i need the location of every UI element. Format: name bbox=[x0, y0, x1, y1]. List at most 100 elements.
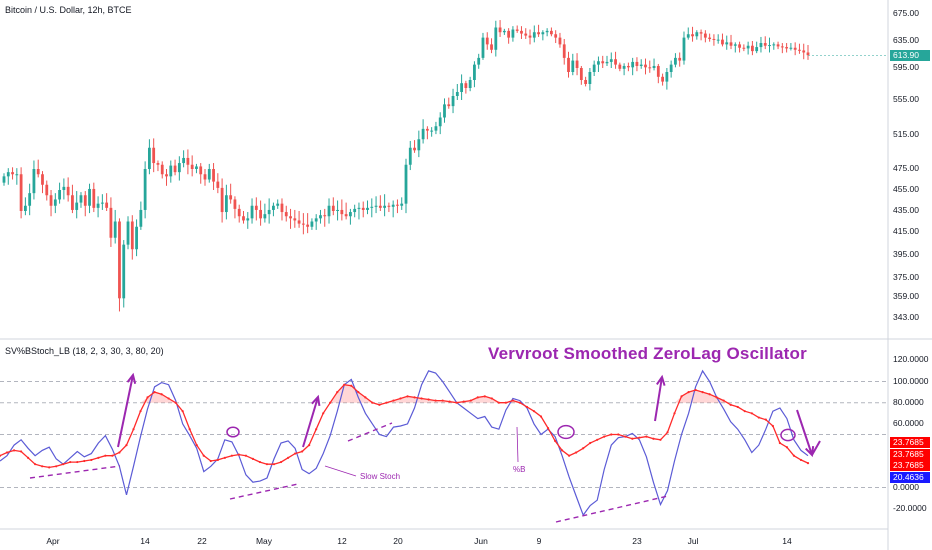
candle-body bbox=[601, 61, 605, 64]
candle-body bbox=[695, 32, 699, 37]
slow-stoch-point bbox=[399, 397, 402, 400]
slow-stoch-point bbox=[715, 396, 718, 399]
candle-body bbox=[246, 218, 250, 221]
candle-body bbox=[584, 80, 588, 84]
divergence-line bbox=[229, 483, 299, 500]
candle-body bbox=[306, 224, 310, 227]
candle-body bbox=[323, 215, 327, 217]
time-tick-label: 14 bbox=[140, 536, 150, 546]
candle-body bbox=[763, 43, 767, 46]
slow-stoch-point bbox=[258, 460, 262, 464]
slow-stoch-point bbox=[322, 412, 325, 415]
slow-stoch-point bbox=[188, 428, 191, 431]
candle-body bbox=[605, 61, 609, 64]
candle-body bbox=[622, 65, 626, 69]
candle-body bbox=[507, 30, 511, 38]
slow-stoch-point bbox=[336, 391, 339, 394]
candle-body bbox=[588, 72, 592, 84]
osc-tick-label: 120.0000 bbox=[893, 354, 929, 365]
slow-stoch-point bbox=[708, 393, 711, 396]
candle-body bbox=[280, 203, 284, 213]
annotation-arrow bbox=[654, 376, 663, 422]
overbought-fill bbox=[695, 389, 703, 403]
pct-b-pointer bbox=[516, 426, 519, 463]
slow-stoch-point bbox=[575, 451, 578, 454]
slow-stoch-point bbox=[76, 460, 79, 464]
candle-body bbox=[618, 64, 622, 69]
candle-body bbox=[438, 117, 442, 127]
slow-stoch-point bbox=[27, 456, 30, 459]
candle-body bbox=[721, 39, 724, 45]
osc-tick-label: 0.0000 bbox=[893, 481, 919, 492]
slow-stoch-point bbox=[736, 405, 739, 409]
candle-body bbox=[597, 61, 600, 65]
slow-stoch-point bbox=[315, 428, 318, 431]
slow-stoch-point bbox=[293, 452, 297, 455]
candle-body bbox=[203, 174, 207, 180]
candle-body bbox=[498, 27, 502, 33]
candle-body bbox=[224, 195, 228, 213]
candle-body bbox=[216, 181, 220, 188]
candle-body bbox=[644, 64, 647, 68]
candle-body bbox=[75, 202, 79, 210]
overbought-fill bbox=[344, 384, 352, 403]
candle-body bbox=[665, 72, 669, 82]
slow-stoch-point bbox=[701, 391, 704, 394]
slow-stoch-point bbox=[645, 435, 648, 438]
candle-body bbox=[331, 205, 335, 211]
candle-body bbox=[806, 52, 810, 56]
slow-stoch-point bbox=[223, 456, 226, 459]
candle-body bbox=[160, 164, 164, 175]
candle-body bbox=[524, 33, 528, 36]
candle-body bbox=[45, 184, 49, 196]
annotation-circle bbox=[780, 428, 796, 442]
slow-stoch-point bbox=[244, 454, 248, 457]
slow-stoch-point bbox=[476, 396, 479, 399]
slow-stoch-point bbox=[90, 458, 93, 462]
slow-stoch-point bbox=[799, 458, 803, 462]
candle-body bbox=[511, 29, 515, 38]
candle-body bbox=[126, 221, 130, 245]
price-tick-label: 395.00 bbox=[893, 249, 919, 259]
candle-body bbox=[785, 47, 789, 49]
candle-body bbox=[798, 49, 801, 51]
candle-body bbox=[100, 202, 104, 204]
slow-stoch-point bbox=[350, 384, 353, 387]
slow-stoch-point bbox=[237, 453, 240, 456]
osc-tick-label: 60.0000 bbox=[893, 417, 924, 428]
slow-stoch-point bbox=[589, 441, 592, 445]
candle-body bbox=[404, 164, 408, 204]
annotation-arrowhead bbox=[656, 374, 666, 386]
candle-body bbox=[451, 96, 455, 107]
slow-stoch-point bbox=[195, 444, 198, 447]
price-tick-label: 435.00 bbox=[893, 205, 919, 215]
candle-body bbox=[357, 207, 361, 209]
slow-stoch-point bbox=[771, 424, 774, 428]
candle-body bbox=[652, 65, 656, 68]
price-tick-label: 359.00 bbox=[893, 291, 919, 301]
candle-body bbox=[297, 220, 301, 224]
candle-body bbox=[130, 221, 134, 250]
candle-body bbox=[284, 212, 288, 217]
candle-body bbox=[780, 46, 784, 48]
slow-stoch-point bbox=[638, 436, 641, 439]
candle-body bbox=[571, 60, 575, 72]
slow-stoch-pointer bbox=[324, 465, 357, 477]
osc-value-badge: 23.7685 bbox=[890, 437, 930, 448]
candle-body bbox=[254, 205, 258, 210]
slow-stoch-point bbox=[617, 433, 620, 436]
candle-body bbox=[494, 27, 498, 50]
candle-body bbox=[759, 43, 763, 48]
price-tick-label: 635.00 bbox=[893, 35, 919, 45]
candle-body bbox=[396, 204, 399, 206]
slow-stoch-point bbox=[111, 454, 114, 457]
candle-body bbox=[28, 193, 32, 206]
slow-stoch-point bbox=[286, 456, 290, 459]
candle-body bbox=[135, 226, 138, 250]
slow-stoch-point bbox=[525, 405, 529, 409]
slow-stoch-point bbox=[5, 451, 9, 454]
candle-body bbox=[729, 42, 733, 46]
candle-body bbox=[378, 205, 382, 208]
slow-stoch-point bbox=[560, 449, 564, 452]
